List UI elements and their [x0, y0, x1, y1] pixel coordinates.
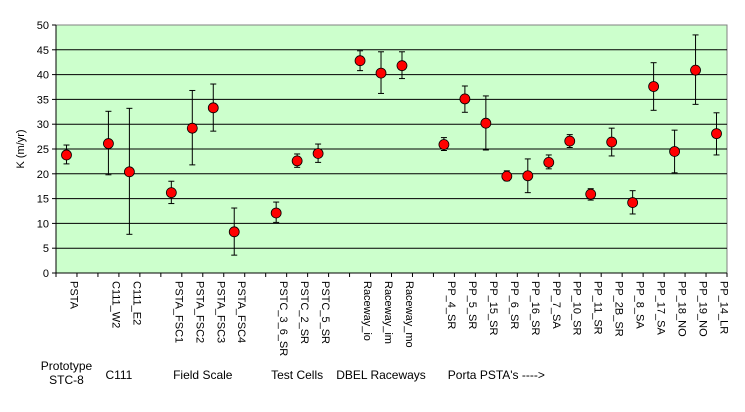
x-category-label: PSTA_FSC1 [172, 281, 184, 343]
data-point [711, 128, 722, 140]
y-tick-label: 10 [37, 218, 49, 230]
data-point [312, 148, 324, 159]
x-category-label: PP_17_SA [655, 281, 667, 335]
y-tick-label: 35 [37, 94, 49, 106]
y-tick-label: 25 [37, 144, 49, 156]
data-point [627, 197, 639, 208]
y-tick-label: 50 [37, 20, 49, 32]
x-category-label: PP_16_SR [529, 281, 541, 335]
data-point [123, 166, 135, 178]
x-category-label: PP_2B_SR [613, 281, 625, 337]
x-category-label: PP_7_SA [550, 281, 562, 329]
data-point [669, 146, 680, 157]
x-axis: PSTA C111_W2 C111_E2 PSTA_FSC1 PSTA_FSC2 PSTA… [55, 272, 730, 356]
x-category-label: C111_W2 [109, 281, 121, 328]
x-category-label: C111_E2 [130, 281, 142, 325]
data-point [375, 67, 387, 79]
data-point [291, 155, 303, 167]
data-point [606, 136, 618, 148]
x-category-label: PSTC_2_SR [298, 281, 310, 344]
data-point [396, 60, 408, 72]
x-category-label: PP_5_SR [466, 281, 478, 329]
x-category-label: PSTA_FSC3 [214, 281, 226, 343]
group-label: DBEL Raceways [336, 368, 426, 382]
y-tick-label: 45 [37, 45, 49, 57]
data-point [648, 81, 660, 92]
data-point [61, 149, 72, 161]
x-category-label: Raceway_im [382, 281, 394, 344]
group-label: STC-8 [49, 373, 84, 387]
data-point [228, 226, 240, 238]
x-category-label: PSTA_FSC4 [235, 281, 247, 343]
group-label: Test Cells [271, 368, 323, 382]
y-axis: 0 5 10 15 20 25 30 35 40 45 50 [37, 20, 57, 280]
x-category-label: PP_10_SR [571, 281, 583, 335]
data-point [186, 122, 198, 134]
x-category-label: PSTC_5_SR [319, 281, 331, 344]
y-tick-label: 20 [37, 169, 49, 181]
data-point [480, 117, 492, 129]
data-point [354, 55, 366, 67]
x-category-label: PSTC_3_6_SR [277, 281, 289, 356]
data-point [564, 135, 576, 147]
x-category-label: PP_11_SR [592, 281, 604, 335]
x-category-label: PP_15_SR [487, 281, 499, 335]
data-point [207, 102, 219, 114]
data-point [459, 93, 471, 105]
y-tick-label: 5 [43, 243, 49, 255]
data-point [501, 170, 513, 182]
y-tick-label: 15 [37, 194, 49, 206]
group-label: C111 [105, 368, 132, 382]
x-category-label: Raceway_mo [403, 281, 415, 348]
x-category-label: PSTA_FSC2 [193, 281, 205, 343]
data-point [522, 170, 534, 182]
data-point [585, 188, 597, 200]
y-tick-label: 0 [43, 268, 49, 280]
y-axis-label: K (m/yr) [15, 129, 27, 168]
data-point [438, 139, 450, 150]
group-label: Prototype [41, 359, 93, 373]
group-label: Porta PSTA's ----> [448, 368, 545, 382]
data-point [270, 207, 282, 219]
x-category-label: PP_6_SR [508, 281, 520, 329]
y-tick-label: 40 [37, 70, 49, 82]
x-category-label: PP_19_NO [697, 281, 709, 337]
x-category-label: PP_18_NO [676, 281, 688, 337]
data-points [61, 34, 722, 256]
data-point [165, 187, 177, 199]
data-point [690, 64, 701, 76]
x-category-label: Raceway_io [361, 281, 373, 341]
group-label: Field Scale [173, 368, 233, 382]
x-category-label: PSTA [67, 281, 79, 310]
gridlines [56, 49, 727, 249]
data-point [543, 156, 555, 168]
y-tick-label: 30 [37, 119, 49, 131]
data-point [103, 138, 114, 149]
x-category-label: PP_4_SR [445, 281, 457, 329]
x-category-label: PP_8_SA [634, 281, 646, 329]
x-category-label: PP_14_LR [718, 281, 730, 334]
